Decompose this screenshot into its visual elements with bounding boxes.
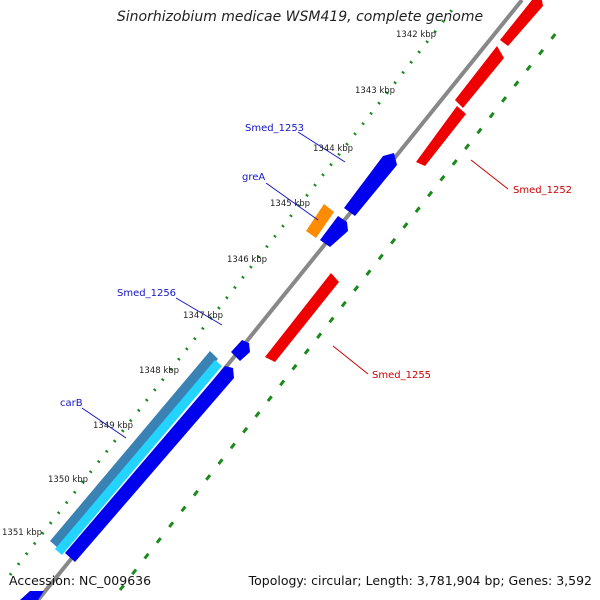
ruler-tick-label: 1345 kbp	[270, 199, 310, 209]
gene-arrow-smed-1253[interactable]	[344, 153, 397, 216]
accession-label: Accession: NC_009636	[9, 573, 152, 588]
gene-label-smed-1255[interactable]: Smed_1255	[372, 370, 431, 381]
gene-arrow-smed-1255[interactable]	[265, 273, 339, 362]
feature-cyan-band[interactable]	[55, 360, 222, 555]
genome-summary: Topology: circular; Length: 3,781,904 bp…	[248, 573, 592, 588]
label-line-smed-1252	[470, 159, 509, 190]
label-line-smed-1256	[175, 297, 223, 326]
gene-arrow-grea-adjacent[interactable]	[320, 216, 348, 247]
gene-label-grea[interactable]: greA	[242, 172, 265, 183]
ruler-tick-label: 1349 kbp	[93, 421, 133, 431]
gene-label-smed-1253[interactable]: Smed_1253	[245, 123, 304, 134]
gene-arrow-smed-1252[interactable]	[500, 0, 543, 46]
gene-arrow-bottom[interactable]	[20, 591, 44, 600]
feature-teal-band[interactable]	[50, 351, 218, 548]
label-line-carb	[81, 407, 127, 439]
ruler-tick-label: 1344 kbp	[313, 144, 353, 154]
gene-arrow-carb[interactable]	[65, 366, 234, 562]
ruler-tick-label: 1343 kbp	[355, 86, 395, 96]
ruler-tick-label: 1348 kbp	[139, 366, 179, 376]
gc-track-inner	[118, 27, 562, 591]
label-line-smed-1255	[332, 345, 369, 375]
rna-feature-grea[interactable]	[306, 204, 334, 238]
label-line-smed-1253	[297, 131, 346, 163]
gene-label-smed-1256[interactable]: Smed_1256	[117, 288, 176, 299]
ruler-tick-label: 1350 kbp	[48, 475, 88, 485]
map-title: Sinorhizobium medicae WSM419, complete g…	[116, 9, 484, 25]
gene-label-smed-1252[interactable]: Smed_1252	[513, 185, 572, 196]
ruler-tick-label: 1342 kbp	[396, 30, 436, 40]
ruler-tick-label: 1351 kbp	[2, 528, 42, 538]
ruler-tick-label: 1346 kbp	[227, 255, 267, 265]
gene-arrow-smed-1256[interactable]	[231, 340, 250, 361]
ruler-tick-label: 1347 kbp	[183, 311, 223, 321]
gene-arrow-smed-1252c[interactable]	[416, 106, 466, 166]
label-line-grea	[265, 182, 319, 221]
gene-label-carb[interactable]: carB	[60, 398, 83, 409]
gene-arrow-smed-1252b[interactable]	[455, 46, 504, 108]
